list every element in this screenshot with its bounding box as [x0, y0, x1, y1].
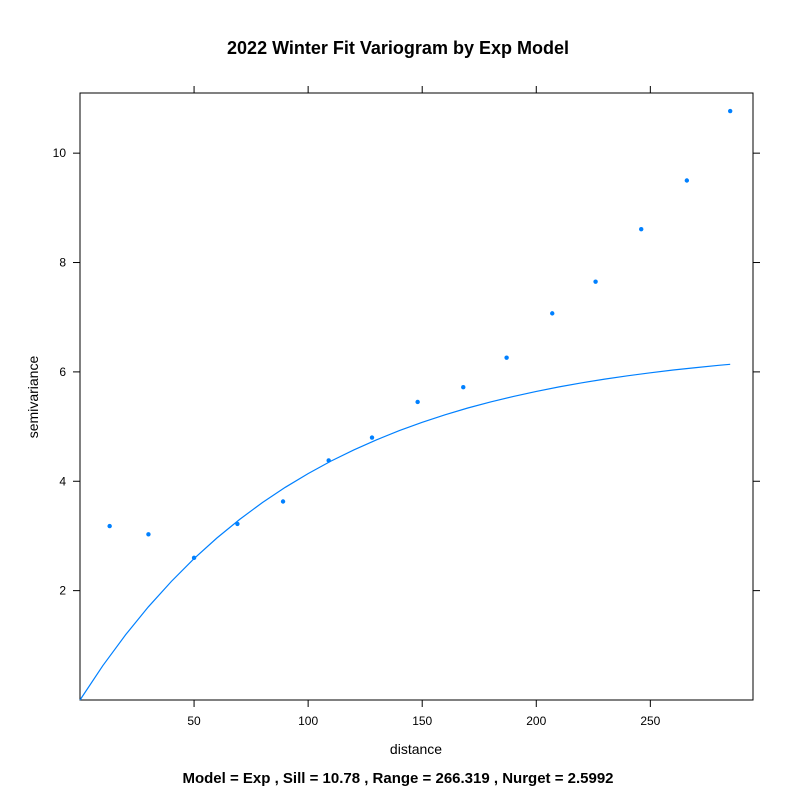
variogram-point [684, 178, 690, 183]
y-axis-label: semivariance [25, 356, 41, 439]
x-axis-label: distance [390, 741, 442, 757]
variogram-point [504, 355, 509, 360]
y-axis-ticks: 2 4 6 8 10 [53, 146, 760, 598]
variogram-point [550, 311, 555, 316]
variogram-point [461, 385, 466, 390]
variogram-point [727, 108, 733, 114]
variogram-point [369, 435, 375, 440]
variogram-point [235, 521, 240, 527]
plot-frame [79, 92, 754, 701]
x-tick-label: 250 [640, 714, 660, 728]
y-tick-label: 6 [59, 365, 66, 379]
x-tick-label: 100 [298, 714, 318, 728]
variogram-point [107, 523, 112, 529]
variogram-point [191, 555, 197, 561]
variogram-point [326, 458, 331, 463]
x-tick-label: 200 [526, 714, 546, 728]
y-tick-label: 8 [59, 256, 66, 270]
variogram-point [639, 226, 644, 232]
variogram-point [280, 499, 286, 504]
chart-title: 2022 Winter Fit Variogram by Exp Model [227, 38, 569, 58]
y-tick-label: 4 [59, 474, 66, 488]
empirical-points [107, 108, 733, 561]
x-tick-label: 50 [187, 714, 201, 728]
variogram-point [593, 279, 598, 284]
fitted-model-line [79, 363, 731, 701]
model-caption: Model = Exp , Sill = 10.78 , Range = 266… [182, 770, 613, 787]
y-tick-label: 2 [59, 584, 66, 598]
x-axis-ticks: 50 100 150 200 250 [187, 86, 661, 728]
y-tick-label: 10 [53, 146, 67, 160]
variogram-point [146, 532, 151, 537]
x-tick-label: 150 [412, 714, 432, 728]
variogram-point [415, 399, 420, 405]
